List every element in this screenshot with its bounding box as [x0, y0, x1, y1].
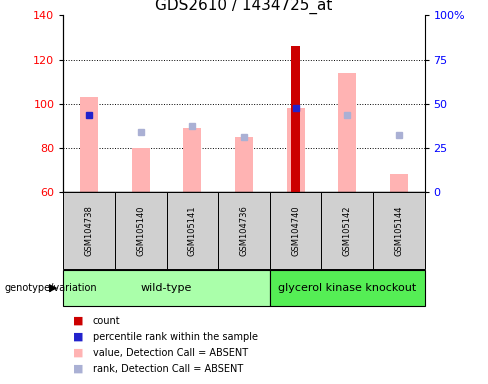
Text: ▶: ▶: [49, 283, 58, 293]
Text: GSM105140: GSM105140: [136, 205, 145, 256]
Text: count: count: [93, 316, 121, 326]
Bar: [166, 192, 218, 269]
Text: ■: ■: [73, 348, 84, 358]
Text: rank, Detection Call = ABSENT: rank, Detection Call = ABSENT: [93, 364, 243, 374]
Bar: [270, 192, 322, 269]
Bar: [115, 192, 166, 269]
Text: percentile rank within the sample: percentile rank within the sample: [93, 332, 258, 342]
Bar: [183, 128, 202, 192]
Text: value, Detection Call = ABSENT: value, Detection Call = ABSENT: [93, 348, 248, 358]
Text: GSM105141: GSM105141: [188, 205, 197, 256]
Bar: [291, 46, 300, 192]
Text: ■: ■: [73, 364, 84, 374]
Text: GSM104738: GSM104738: [85, 205, 94, 256]
Bar: [286, 108, 305, 192]
Bar: [322, 192, 373, 269]
Bar: [218, 192, 270, 269]
Bar: [80, 97, 98, 192]
Bar: [390, 174, 408, 192]
Title: GDS2610 / 1434725_at: GDS2610 / 1434725_at: [155, 0, 333, 14]
Text: wild-type: wild-type: [141, 283, 192, 293]
Text: GSM105142: GSM105142: [343, 205, 352, 256]
Text: GSM104736: GSM104736: [240, 205, 248, 256]
Text: glycerol kinase knockout: glycerol kinase knockout: [278, 283, 416, 293]
Text: genotype/variation: genotype/variation: [5, 283, 98, 293]
Text: GSM105144: GSM105144: [394, 205, 403, 256]
Bar: [270, 270, 425, 306]
Bar: [373, 192, 425, 269]
Bar: [63, 192, 115, 269]
Bar: [63, 270, 270, 306]
Text: ■: ■: [73, 316, 84, 326]
Bar: [338, 73, 356, 192]
Bar: [235, 137, 253, 192]
Text: ■: ■: [73, 332, 84, 342]
Bar: [132, 148, 150, 192]
Text: GSM104740: GSM104740: [291, 205, 300, 256]
